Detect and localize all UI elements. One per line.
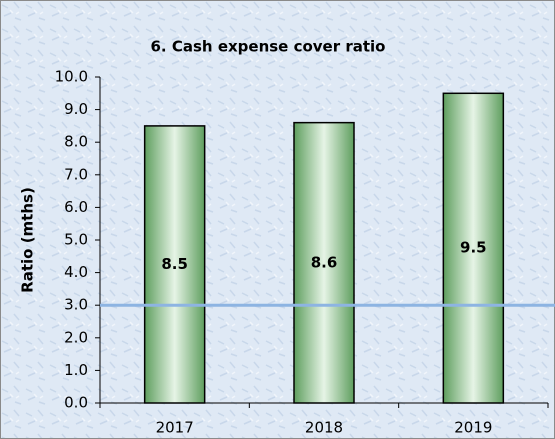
x-tick-label: 2019	[454, 419, 492, 437]
chart-title: 6. Cash expense cover ratio	[151, 38, 386, 56]
x-tick-label: 2017	[156, 419, 194, 437]
y-tick-label: 9.0	[64, 100, 88, 118]
y-tick-label: 3.0	[64, 296, 88, 314]
x-tick-label: 2018	[305, 419, 343, 437]
y-tick-label: 4.0	[64, 263, 88, 281]
y-tick-label: 8.0	[64, 133, 88, 151]
y-tick-label: 6.0	[64, 198, 88, 216]
data-label: 8.5	[161, 255, 188, 273]
y-axis-title: Ratio (mths)	[19, 187, 37, 293]
data-label: 8.6	[311, 253, 338, 271]
y-tick-label: 5.0	[64, 231, 88, 249]
y-tick-label: 2.0	[64, 328, 88, 346]
bar	[442, 92, 505, 404]
y-tick-label: 1.0	[64, 361, 88, 379]
y-tick-label: 0.0	[64, 394, 88, 412]
data-label: 9.5	[460, 239, 487, 257]
y-tick-label: 7.0	[64, 165, 88, 183]
y-tick-label: 10.0	[55, 68, 88, 86]
